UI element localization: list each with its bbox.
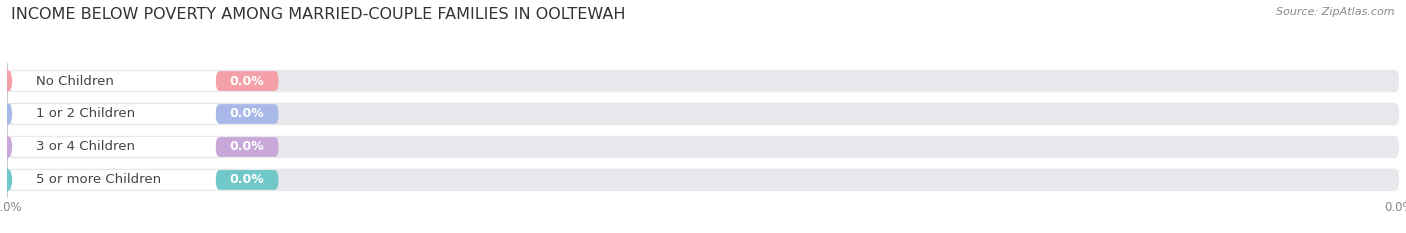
Circle shape: [3, 169, 11, 190]
Circle shape: [3, 137, 11, 158]
Text: 0.0%: 0.0%: [229, 75, 264, 88]
Text: 0.0%: 0.0%: [229, 107, 264, 120]
Text: 0.0%: 0.0%: [229, 173, 264, 186]
FancyBboxPatch shape: [217, 137, 278, 157]
FancyBboxPatch shape: [7, 103, 1399, 125]
FancyBboxPatch shape: [217, 104, 278, 124]
FancyBboxPatch shape: [10, 137, 277, 157]
FancyBboxPatch shape: [10, 170, 277, 190]
FancyBboxPatch shape: [7, 169, 1399, 191]
Text: 5 or more Children: 5 or more Children: [37, 173, 162, 186]
FancyBboxPatch shape: [10, 71, 277, 91]
FancyBboxPatch shape: [10, 104, 277, 124]
Text: 0.0%: 0.0%: [229, 140, 264, 154]
Text: Source: ZipAtlas.com: Source: ZipAtlas.com: [1277, 7, 1395, 17]
Text: 3 or 4 Children: 3 or 4 Children: [37, 140, 135, 154]
FancyBboxPatch shape: [7, 136, 1399, 158]
FancyBboxPatch shape: [217, 170, 278, 190]
Text: No Children: No Children: [37, 75, 114, 88]
FancyBboxPatch shape: [217, 71, 278, 91]
Text: 1 or 2 Children: 1 or 2 Children: [37, 107, 135, 120]
Text: INCOME BELOW POVERTY AMONG MARRIED-COUPLE FAMILIES IN OOLTEWAH: INCOME BELOW POVERTY AMONG MARRIED-COUPL…: [11, 7, 626, 22]
Circle shape: [3, 103, 11, 124]
Circle shape: [3, 71, 11, 92]
FancyBboxPatch shape: [7, 70, 1399, 92]
